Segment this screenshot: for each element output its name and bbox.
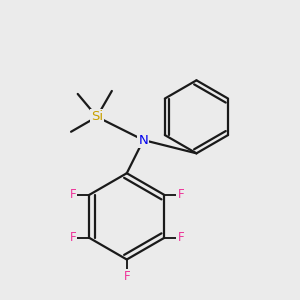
Text: F: F [124,270,130,283]
Text: Si: Si [91,110,103,123]
Text: N: N [139,134,148,146]
Text: F: F [177,231,184,244]
Text: F: F [177,188,184,201]
Text: F: F [70,231,76,244]
Text: F: F [70,188,76,201]
